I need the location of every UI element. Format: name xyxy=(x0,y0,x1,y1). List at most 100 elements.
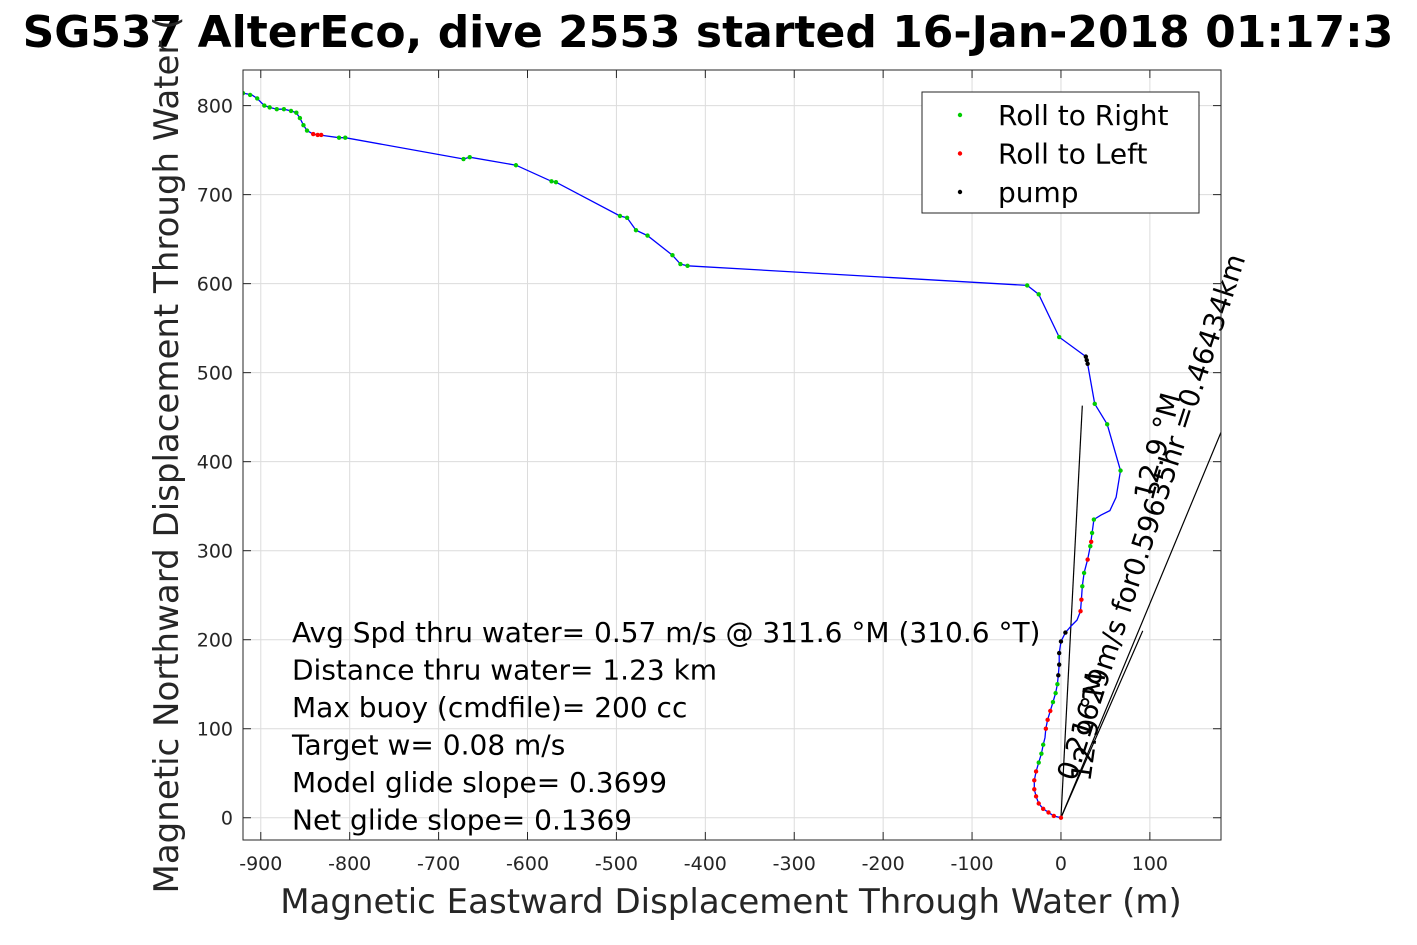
x-tick-label: -100 xyxy=(950,853,993,875)
roll-left-point xyxy=(1036,801,1041,806)
legend-marker xyxy=(957,151,963,156)
x-tick-label: -900 xyxy=(239,853,282,875)
roll-right-point xyxy=(281,106,287,112)
roll-right-point xyxy=(1092,401,1097,407)
legend-label: Roll to Left xyxy=(998,138,1147,171)
roll-right-point xyxy=(1050,699,1056,705)
legend-label: pump xyxy=(998,176,1079,209)
legend: Roll to Right Roll to Left pump xyxy=(921,91,1200,214)
y-tick-label: 300 xyxy=(197,541,233,563)
axes-box xyxy=(242,69,1222,841)
roll-right-point xyxy=(461,156,466,162)
roll-right-point xyxy=(247,92,253,98)
heading-line xyxy=(1060,630,1144,818)
pump-point xyxy=(1056,673,1061,678)
roll-right-point xyxy=(1089,530,1095,536)
pump-point xyxy=(1056,650,1062,656)
roll-right-point xyxy=(513,163,519,168)
legend-marker xyxy=(957,189,963,195)
x-tick-label: -800 xyxy=(328,853,371,875)
roll-right-point xyxy=(304,128,310,133)
x-tick-label: -300 xyxy=(773,853,816,875)
x-tick-label: -400 xyxy=(684,853,727,875)
roll-left-point xyxy=(1078,609,1083,614)
roll-right-point xyxy=(1104,422,1110,427)
roll-left-point xyxy=(1079,597,1084,602)
roll-right-point xyxy=(297,115,303,121)
roll-left-point xyxy=(1051,813,1057,819)
pump-point xyxy=(1085,361,1090,366)
stats-annotation: Net glide slope= 0.1369 xyxy=(292,804,632,837)
y-tick-label: 400 xyxy=(197,452,233,474)
legend-marker xyxy=(957,112,963,118)
pump-point xyxy=(1083,354,1089,359)
roll-right-point xyxy=(549,179,554,184)
roll-left-point xyxy=(1032,787,1037,792)
x-tick-label: -600 xyxy=(506,853,549,875)
roll-left-point xyxy=(1048,708,1053,714)
roll-right-point xyxy=(624,215,630,220)
roll-right-point xyxy=(1053,690,1058,696)
heading-line xyxy=(1060,430,1221,818)
roll-left-point xyxy=(1033,794,1039,799)
x-tick-label: -500 xyxy=(595,853,638,875)
roll-right-point xyxy=(1024,283,1030,288)
x-tick-label: -700 xyxy=(417,853,460,875)
roll-right-point xyxy=(670,252,675,258)
roll-right-point xyxy=(1088,544,1093,549)
roll-right-point xyxy=(1055,682,1060,687)
roll-left-point xyxy=(1085,557,1090,562)
y-tick-label: 800 xyxy=(197,96,233,118)
pump-point xyxy=(1084,357,1089,363)
y-axis-label: Magnetic Northward Displacement Through … xyxy=(147,17,187,894)
roll-left-point xyxy=(1033,769,1039,774)
stats-annotation: Distance thru water= 1.23 km xyxy=(292,654,717,687)
y-tick-label: 100 xyxy=(197,719,233,741)
roll-right-point xyxy=(243,90,246,96)
roll-right-point xyxy=(1091,517,1097,522)
legend-label: Roll to Right xyxy=(998,99,1169,132)
roll-right-point xyxy=(645,233,650,238)
roll-right-point xyxy=(1081,570,1087,576)
stats-annotation: Target w= 0.08 m/s xyxy=(291,729,565,762)
pump-point xyxy=(1056,662,1062,667)
roll-right-point xyxy=(288,108,294,114)
roll-right-point xyxy=(1056,334,1062,340)
y-tick-label: 500 xyxy=(197,363,233,385)
roll-right-point xyxy=(262,103,267,108)
roll-right-point xyxy=(1039,751,1044,756)
roll-right-point xyxy=(685,263,690,269)
stats-annotation: Model glide slope= 0.3699 xyxy=(292,766,667,799)
roll-right-point xyxy=(553,179,559,185)
roll-left-point xyxy=(1045,717,1050,723)
roll-left-point xyxy=(315,132,320,138)
roll-right-point xyxy=(1036,760,1041,765)
y-tick-label: 700 xyxy=(197,185,233,207)
roll-right-point xyxy=(274,106,279,112)
roll-right-point xyxy=(1080,584,1085,589)
roll-right-point xyxy=(336,135,342,140)
roll-right-point xyxy=(1118,468,1123,473)
roll-right-point xyxy=(467,155,472,160)
stats-annotation: Max buoy (cmdfile)= 200 cc xyxy=(292,691,687,724)
roll-left-point xyxy=(1058,815,1064,820)
roll-left-point xyxy=(1046,810,1051,815)
y-tick-label: 0 xyxy=(221,808,233,830)
heading-line xyxy=(1060,405,1083,818)
roll-right-point xyxy=(1036,292,1041,297)
roll-right-point xyxy=(255,96,260,101)
roll-left-point xyxy=(1040,806,1046,812)
roll-right-point xyxy=(633,228,639,233)
y-tick-label: 200 xyxy=(197,630,233,652)
roll-left-point xyxy=(1088,539,1094,544)
roll-right-point xyxy=(678,261,683,267)
chart-title: SG537 AlterEco, dive 2553 started 16-Jan… xyxy=(23,7,1394,58)
roll-right-point xyxy=(343,135,348,140)
pump-point xyxy=(1063,630,1068,635)
x-tick-label: 0 xyxy=(1055,853,1067,875)
roll-right-point xyxy=(617,213,623,219)
roll-right-point xyxy=(1040,742,1046,747)
stats-annotation: Avg Spd thru water= 0.57 m/s @ 311.6 °M … xyxy=(292,616,1040,649)
roll-left-point xyxy=(311,131,316,137)
